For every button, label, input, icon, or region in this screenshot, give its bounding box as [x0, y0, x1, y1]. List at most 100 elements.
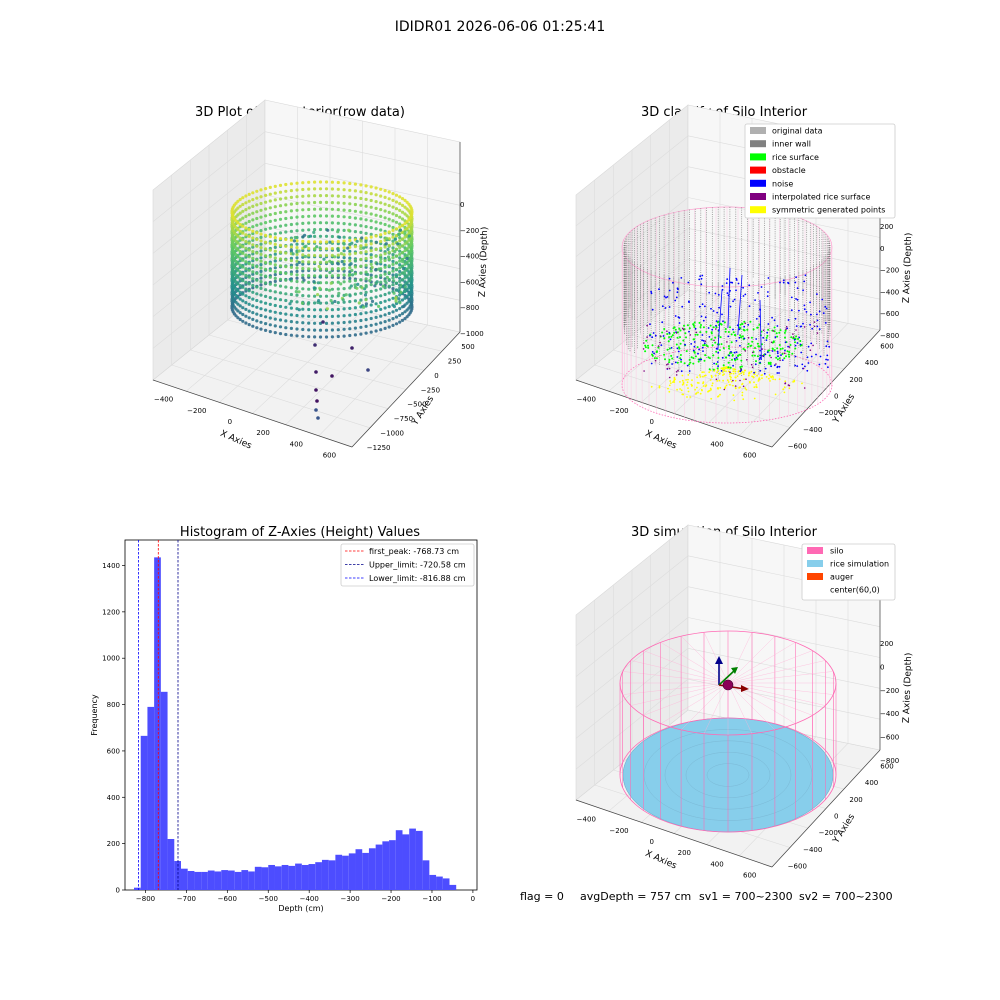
histogram-bar-41 [409, 828, 416, 890]
histogram-xtick-0: −800 [136, 895, 155, 903]
histogram-bars [134, 557, 457, 890]
histogram-x-ticks: −800 −700 −600 −500 −400 −300 −200 −100 0 [136, 890, 475, 903]
p1-ztick-3: −600 [460, 278, 479, 286]
p2-ytick-1: 400 [865, 359, 878, 367]
p2-legend-label-6: symmetric generated points [772, 206, 885, 215]
histogram-bar-15 [234, 871, 242, 890]
histogram-bar-7 [180, 868, 188, 890]
histogram-bar-2 [147, 706, 155, 890]
p2-ytick-6: −600 [788, 443, 807, 451]
p4-xtick-2: 0 [649, 838, 653, 846]
footer-sv2: sv2 = 700~2300 [799, 890, 893, 903]
histogram-bar-9 [194, 871, 202, 890]
p4-ytick-6: −600 [788, 863, 807, 871]
p4-legend-label-1: rice simulation [830, 560, 889, 569]
p4-ytick-4: −200 [819, 829, 838, 837]
histogram-bar-35 [368, 848, 376, 890]
x-axis-line [152, 379, 353, 448]
histogram-bar-25 [301, 864, 309, 890]
panel-4-legend: silo rice simulation auger center(60,0) [801, 543, 896, 601]
histogram-bar-4 [160, 691, 168, 890]
panel-2-xlabel: X Axies [644, 429, 679, 452]
p4-ztick-5: −800 [880, 757, 899, 765]
histogram-xtick-6: −200 [381, 895, 400, 903]
panel-1-z-ticks: 0 −200 −400 −600 −800 −1000 [460, 201, 484, 338]
histogram-xtick-1: −700 [177, 895, 196, 903]
histogram-bar-26 [308, 864, 316, 890]
histogram-legend-label-1: Upper_limit: -720.58 cm [369, 561, 466, 570]
panel-2-z-ticks: 200 0 −200 −400 −600 −800 [880, 223, 899, 340]
panel-3-title: Histogram of Z-Axies (Height) Values [180, 525, 420, 540]
histogram-bar-37 [382, 841, 390, 890]
p1-ytick-4: −500 [407, 401, 426, 409]
p2-ztick-0: 200 [880, 223, 893, 231]
p4-ztick-2: −200 [880, 687, 899, 695]
histogram-bar-24 [295, 863, 302, 890]
p4-legend-swatch-0 [807, 547, 823, 554]
x-axis-line [575, 799, 773, 868]
p4-xtick-5: 600 [743, 871, 756, 879]
panel-raw-3d: 3D Plot of Silo Interior(row data) −400−… [152, 99, 490, 459]
p4-ztick-4: −600 [880, 734, 899, 742]
p2-ztick-2: −200 [880, 267, 899, 275]
histogram-bar-11 [207, 870, 215, 890]
p1-ytick-0: 500 [461, 343, 474, 351]
histogram-bar-30 [335, 854, 343, 890]
p2-ytick-4: −200 [819, 409, 838, 417]
p1-ztick-2: −400 [460, 253, 479, 261]
auger-center [722, 679, 734, 691]
histogram-bar-27 [315, 862, 322, 890]
p2-ztick-3: −400 [880, 288, 899, 296]
p2-legend-swatch-4 [750, 179, 766, 187]
p1-ztick-4: −800 [460, 304, 479, 312]
p2-ytick-5: −400 [803, 426, 822, 434]
footer-flag: flag = 0 [520, 890, 564, 903]
histogram-bar-22 [281, 864, 289, 890]
p1-ztick-5: −1000 [460, 330, 484, 338]
p2-xtick-1: −200 [609, 407, 628, 415]
histogram-bar-46 [442, 878, 450, 890]
p1-xtick-4: 400 [290, 440, 303, 448]
histogram-marker-lines [138, 540, 179, 890]
histogram-ytick-7: 1400 [102, 562, 120, 570]
p1-xtick-5: 600 [323, 451, 336, 459]
p4-legend-label-0: silo [830, 547, 844, 556]
panel-1-ylabel: Y Axies [410, 394, 436, 428]
histogram-bar-39 [395, 830, 403, 890]
p1-ytick-7: −1250 [367, 444, 391, 452]
p1-xtick-3: 200 [256, 429, 269, 437]
histogram-ytick-1: 200 [107, 840, 120, 848]
p2-legend-label-2: rice surface [772, 153, 819, 162]
y-axis-line [771, 749, 881, 868]
x-axis-line [575, 379, 773, 448]
histogram-ytick-3: 600 [107, 747, 120, 755]
histogram-legend-label-2: Lower_limit: -816.88 cm [369, 574, 466, 583]
panel-4-z-ticks: 200 0 −200 −400 −600 −800 [880, 640, 899, 765]
panel-2-y-ticks: 600 400 200 0 −200 −400 −600 [788, 342, 894, 450]
p2-xtick-4: 400 [710, 440, 723, 448]
p2-xtick-5: 600 [743, 451, 756, 459]
histogram-bar-10 [201, 871, 208, 890]
histogram-bar-42 [415, 830, 423, 890]
y-axis-line [771, 329, 881, 448]
histogram-xlabel: Depth (cm) [278, 904, 323, 913]
p2-ytick-0: 600 [880, 342, 893, 350]
histogram-ytick-5: 1000 [102, 655, 120, 663]
p1-ytick-3: −250 [421, 386, 440, 394]
histogram-bar-28 [321, 859, 329, 890]
histogram-bar-23 [288, 865, 296, 890]
p2-ytick-3: 0 [834, 393, 838, 401]
p2-legend-swatch-1 [750, 140, 766, 148]
panel-2-zlabel: Z Axies (Depth) [902, 233, 914, 304]
footer-avg-depth: avgDepth = 757 cm [580, 890, 691, 903]
panel-4-x-ticks: −400 −200 0 200 400 600 [577, 816, 757, 880]
p2-legend-swatch-5 [750, 193, 766, 200]
histogram-bar-47 [449, 884, 457, 890]
histogram-bar-32 [348, 853, 356, 890]
p2-ytick-2: 200 [849, 376, 862, 384]
p4-ztick-3: −400 [880, 710, 899, 718]
histogram-bar-38 [389, 840, 396, 890]
histogram-bar-45 [436, 876, 443, 890]
